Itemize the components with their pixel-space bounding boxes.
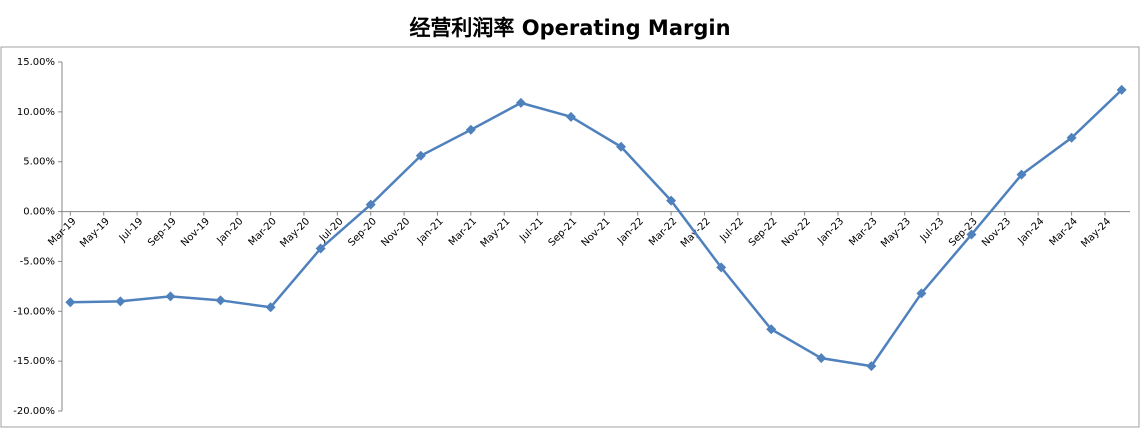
marker — [215, 295, 226, 306]
x-tick-label: Mar-23 — [847, 216, 879, 248]
marker — [465, 124, 476, 135]
x-tick-label: May-21 — [479, 216, 513, 250]
x-tick-label: Mar-24 — [1048, 216, 1080, 248]
x-tick-label: Nov-20 — [379, 216, 412, 249]
x-tick-label: Jul-23 — [918, 216, 947, 245]
y-tick-label: 5.00% — [23, 157, 55, 168]
marker — [1116, 84, 1127, 95]
y-tick-label: 0.00% — [23, 207, 55, 218]
marker — [716, 262, 727, 273]
x-tick-label: May-19 — [78, 216, 112, 250]
x-tick-label: Mar-21 — [447, 216, 479, 248]
marker — [515, 97, 526, 108]
x-tick-label: Mar-22 — [647, 216, 679, 248]
x-tick-label: Mar-20 — [247, 216, 279, 248]
y-tick-label: -15.00% — [13, 356, 55, 367]
marker — [165, 291, 176, 302]
marker — [966, 229, 977, 240]
x-tick-label: Jan-20 — [215, 216, 246, 247]
x-tick-label: Jan-21 — [415, 216, 446, 247]
chart-title: 经营利润率 Operating Margin — [409, 16, 730, 40]
y-tick-label: -5.00% — [20, 256, 55, 267]
marker — [565, 111, 576, 122]
x-tick-label: Jan-22 — [615, 216, 646, 247]
marker — [816, 353, 827, 364]
y-tick-label: 10.00% — [17, 107, 55, 118]
x-tick-label: May-24 — [1079, 216, 1113, 250]
x-tick-label: Jan-24 — [1016, 216, 1047, 247]
marker — [1066, 132, 1077, 143]
marker — [616, 141, 627, 152]
x-tick-label: May-20 — [278, 216, 312, 250]
x-tick-label: Sep-22 — [747, 216, 780, 249]
marker — [415, 150, 426, 161]
marker — [666, 195, 677, 206]
x-tick-label: Jul-22 — [718, 216, 747, 245]
chart-frame — [0, 46, 1140, 428]
marker — [916, 288, 927, 299]
marker — [365, 199, 376, 210]
x-tick-label: Sep-21 — [547, 216, 580, 249]
x-tick-label: Nov-19 — [179, 216, 212, 249]
marker — [866, 361, 877, 372]
x-tick-label: Jul-21 — [517, 216, 546, 245]
y-tick-label: -10.00% — [13, 306, 55, 317]
marker — [65, 297, 76, 308]
marker — [265, 302, 276, 313]
marker — [315, 243, 326, 254]
line — [70, 89, 1123, 368]
marker — [1016, 169, 1027, 180]
marker — [766, 324, 777, 335]
x-tick-label: May-23 — [879, 216, 913, 250]
x-tick-label: Jul-19 — [117, 216, 146, 245]
x-tick-label: Sep-19 — [146, 216, 179, 249]
marker — [115, 296, 126, 307]
x-tick-label: Nov-23 — [980, 216, 1013, 249]
y-tick-label: -20.00% — [13, 406, 55, 417]
x-tick-label: Nov-21 — [580, 216, 613, 249]
x-tick-label: Nov-22 — [780, 216, 813, 249]
x-tick-label: Jan-23 — [815, 216, 846, 247]
y-tick-label: 15.00% — [17, 57, 55, 68]
